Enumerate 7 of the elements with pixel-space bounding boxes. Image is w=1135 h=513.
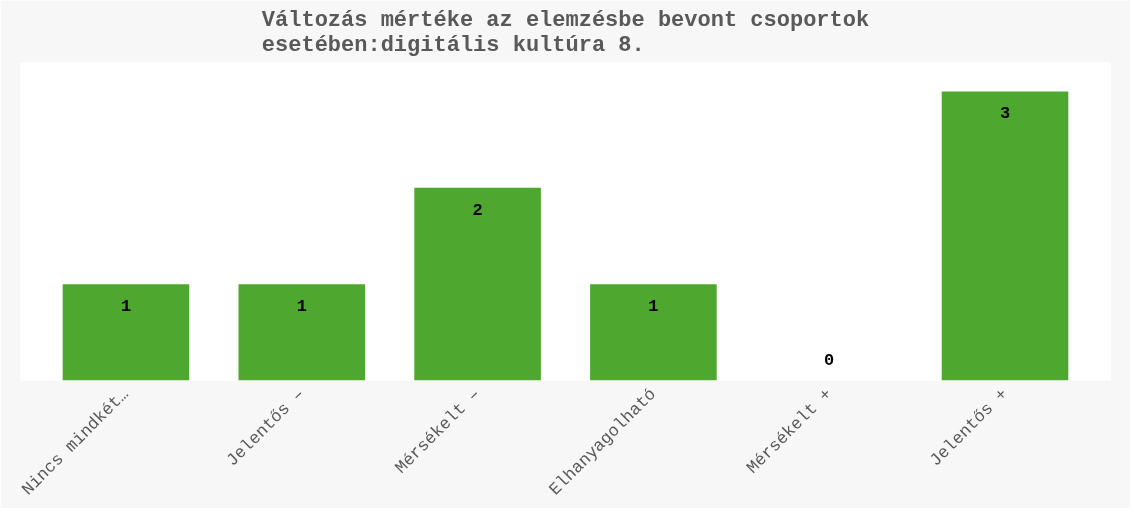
data-label: 2 (472, 200, 483, 220)
data-label: 0 (824, 350, 835, 370)
data-label: 1 (296, 297, 307, 317)
data-label: 1 (120, 297, 132, 317)
data-label: 3 (999, 104, 1011, 124)
chart-title: Változás mértéke az elemzésbe bevont csoportok esetében:digitális kultúra 8. (261, 7, 870, 58)
data-label: 1 (648, 297, 659, 317)
